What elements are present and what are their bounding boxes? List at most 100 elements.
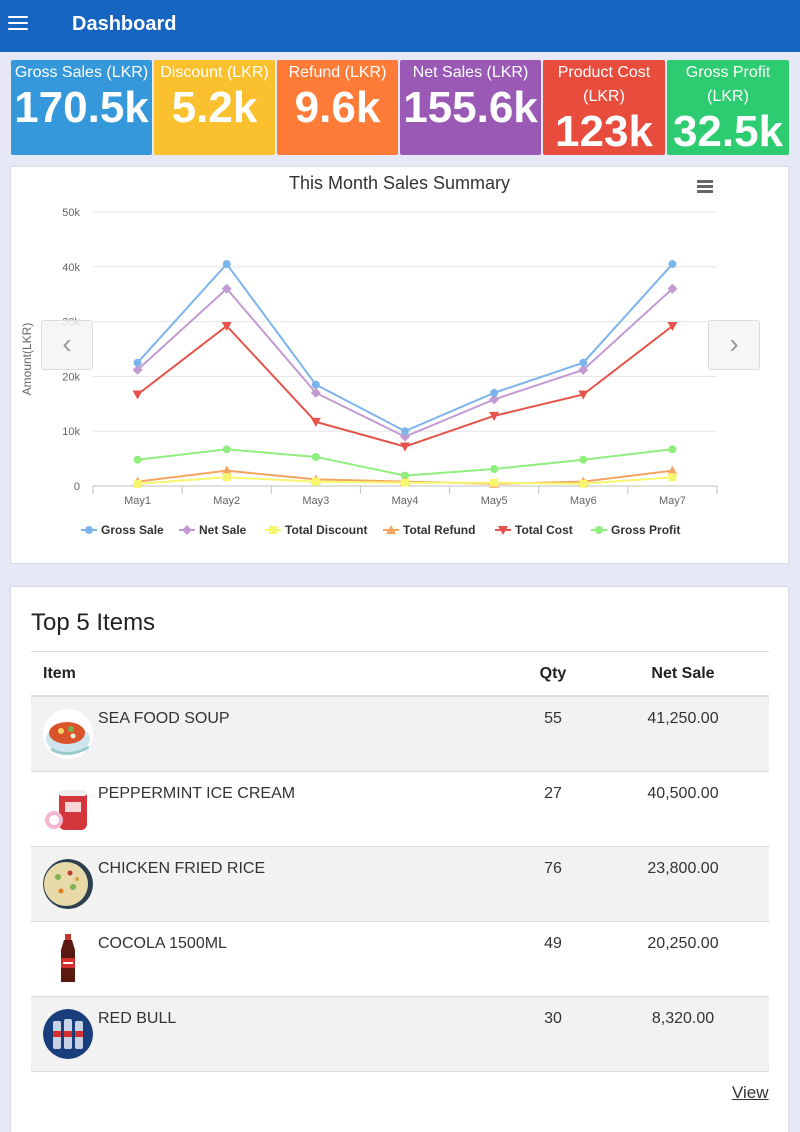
legend-marker [85, 526, 93, 534]
y-tick-label: 10k [62, 426, 80, 438]
data-point [401, 471, 409, 480]
page-title: Dashboard [72, 13, 177, 35]
data-point [490, 388, 499, 397]
legend-marker [386, 525, 396, 534]
x-tick-label: May6 [570, 495, 597, 507]
energy-drink-cans-icon [43, 1009, 93, 1059]
legend-label: Total Discount [285, 523, 367, 537]
gross-profit-card: Gross Profit (LKR) 32.5k [667, 60, 789, 155]
card-value: 123k [555, 107, 653, 155]
table-row[interactable]: SEA FOOD SOUP 55 41,250.00 [31, 697, 769, 772]
y-tick-label: 40k [62, 262, 80, 274]
data-point [311, 380, 320, 389]
table-header: Item Qty Net Sale [31, 652, 769, 697]
legend-label: Total Refund [403, 523, 475, 537]
item-qty: 55 [544, 710, 562, 727]
data-point [311, 477, 320, 486]
item-qty: 30 [544, 1010, 562, 1027]
data-point [132, 390, 143, 400]
x-tick-label: May1 [124, 495, 151, 507]
x-tick-label: May3 [302, 495, 329, 507]
chevron-right-icon[interactable]: › [708, 320, 760, 370]
series-line [136, 287, 674, 438]
data-point [221, 321, 232, 331]
data-point [133, 479, 142, 488]
chart-menu-icon[interactable] [697, 180, 713, 195]
chart-title: This Month Sales Summary [288, 173, 511, 193]
chevron-left-icon[interactable]: ‹ [41, 320, 93, 370]
data-point [579, 455, 588, 464]
card-value: 5.2k [171, 83, 258, 132]
item-net-sale: 20,250.00 [647, 935, 719, 952]
x-tick-label: May5 [481, 495, 508, 507]
top-items-table: Item Qty Net Sale SEA FOOD SOUP 55 41,25… [31, 651, 769, 1072]
legend-label: Gross Profit [611, 523, 680, 537]
x-tick-label: May2 [213, 495, 240, 507]
card-label: Gross Sales (LKR) [14, 64, 149, 81]
fried-rice-icon [43, 859, 93, 909]
item-name: PEPPERMINT ICE CREAM [98, 785, 296, 802]
data-point [490, 478, 499, 487]
data-point [667, 465, 678, 475]
ice-cream-tub-icon [43, 784, 93, 834]
item-net-sale: 23,800.00 [647, 860, 719, 877]
data-point [221, 465, 232, 475]
item-name: RED BULL [98, 1010, 177, 1027]
item-net-sale: 8,320.00 [651, 1010, 715, 1027]
card-label: Refund (LKR) [288, 64, 387, 81]
data-point [578, 390, 589, 400]
table-row[interactable]: COCOLA 1500ML 49 20,250.00 [31, 922, 769, 997]
data-point [668, 260, 677, 269]
hamburger-menu-icon[interactable] [8, 16, 28, 36]
discount-card: Discount (LKR) 5.2k [154, 60, 275, 155]
data-point [578, 364, 589, 375]
column-header-qty: Qty [539, 665, 567, 682]
soup-bowl-icon [43, 709, 93, 759]
card-value: 170.5k [14, 83, 149, 132]
card-value: 32.5k [672, 107, 784, 155]
legend-marker [595, 526, 603, 534]
data-point [222, 473, 231, 482]
item-name: CHICKEN FRIED RICE [98, 860, 266, 877]
data-point [489, 394, 500, 405]
y-axis-label: Amount(LKR) [20, 323, 34, 396]
legend-marker [182, 525, 192, 535]
gross-sales-card: Gross Sales (LKR) 170.5k [11, 60, 152, 155]
data-point [221, 283, 232, 294]
series-line [136, 262, 674, 433]
data-point [310, 417, 321, 427]
app-header: Dashboard [0, 0, 800, 52]
card-label: Net Sales (LKR) [412, 64, 529, 81]
data-point [133, 358, 142, 367]
line-chart: 010k20k30k40k50kMay1May2May3May4May5May6… [20, 207, 718, 537]
column-header-net-sale: Net Sale [651, 665, 715, 682]
x-tick-label: May4 [392, 495, 419, 507]
card-label: Discount (LKR) [160, 64, 269, 81]
card-value: 155.6k [403, 83, 538, 132]
y-tick-label: 20k [62, 371, 80, 383]
card-value: 9.6k [294, 83, 381, 132]
table-row[interactable]: RED BULL 30 8,320.00 [31, 997, 769, 1072]
legend-label: Gross Sale [101, 523, 164, 537]
x-tick-label: May7 [659, 495, 686, 507]
data-point [222, 260, 231, 269]
data-point [489, 411, 500, 421]
data-point [667, 283, 678, 294]
data-point [579, 479, 588, 488]
table-row[interactable]: CHICKEN FRIED RICE 76 23,800.00 [31, 847, 769, 922]
view-all-link[interactable]: View [732, 1083, 769, 1102]
data-point [579, 358, 588, 367]
item-qty: 76 [544, 860, 562, 877]
card-label: Product Cost (LKR) [557, 64, 651, 105]
item-qty: 27 [544, 785, 562, 802]
item-name: SEA FOOD SOUP [98, 710, 230, 727]
table-title: Top 5 Items [31, 609, 156, 636]
top-items-panel: Top 5 Items Item Qty Net Sale SEA FOOD S… [10, 586, 789, 1132]
item-name: COCOLA 1500ML [98, 935, 227, 952]
product-cost-card: Product Cost (LKR) 123k [543, 60, 665, 155]
y-tick-label: 50k [62, 207, 80, 219]
refund-card: Refund (LKR) 9.6k [277, 60, 398, 155]
y-tick-label: 0 [74, 481, 80, 493]
cola-bottle-icon [43, 934, 93, 984]
table-row[interactable]: PEPPERMINT ICE CREAM 27 40,500.00 [31, 772, 769, 847]
